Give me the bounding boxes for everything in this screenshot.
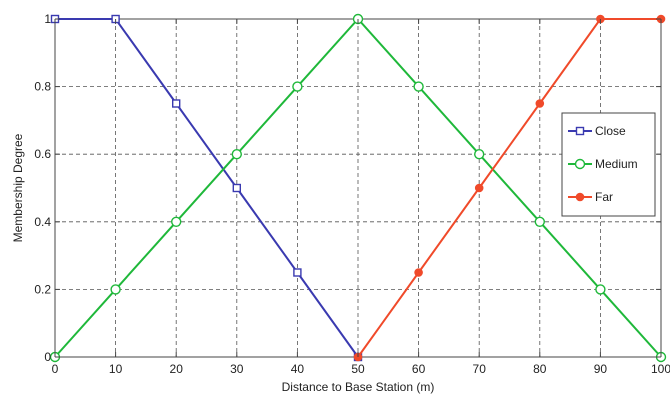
close-point xyxy=(171,99,181,108)
y-axis: 0 0.2 0.4 0.6 0.8 1 xyxy=(34,12,661,364)
x-tick-label: 40 xyxy=(291,362,305,376)
legend: Close Medium Far xyxy=(561,112,656,217)
x-tick-label: 30 xyxy=(230,362,244,376)
far-point xyxy=(414,268,423,277)
legend-item-medium: Medium xyxy=(568,157,638,171)
x-tick-label: 50 xyxy=(351,362,365,376)
medium-point xyxy=(170,216,182,228)
medium-point xyxy=(110,284,121,295)
medium-point xyxy=(413,81,424,92)
far-point xyxy=(535,99,545,108)
x-tick-label: 0 xyxy=(52,362,59,376)
legend-swatch-marker xyxy=(574,158,586,170)
y-tick-label: 0 xyxy=(44,350,51,364)
medium-point xyxy=(595,284,606,295)
legend-label: Close xyxy=(595,124,626,138)
x-tick-label: 80 xyxy=(533,362,547,376)
y-axis-label: Membership Degree xyxy=(11,133,25,242)
y-tick-label: 0.8 xyxy=(34,80,51,94)
medium-point xyxy=(534,216,545,228)
legend-label: Medium xyxy=(595,157,638,171)
legend-swatch-marker xyxy=(575,192,585,202)
x-tick-label: 20 xyxy=(170,362,184,376)
legend-item-close: Close xyxy=(568,124,626,138)
close-point xyxy=(293,268,302,277)
legend-label: Far xyxy=(595,190,613,204)
y-tick-label: 0.4 xyxy=(34,215,51,229)
y-tick-label: 1 xyxy=(44,12,51,26)
far-point xyxy=(474,183,484,193)
medium-point xyxy=(474,148,485,160)
x-tick-label: 60 xyxy=(412,362,426,376)
legend-swatch-marker xyxy=(575,126,585,136)
x-axis-label: Distance to Base Station (m) xyxy=(282,380,435,394)
medium-point xyxy=(231,148,243,160)
x-tick-label: 100 xyxy=(651,362,670,376)
x-tick-label: 70 xyxy=(473,362,487,376)
x-tick-label: 10 xyxy=(109,362,123,376)
legend-item-far: Far xyxy=(568,190,613,204)
close-point xyxy=(232,183,242,193)
x-tick-label: 90 xyxy=(594,362,608,376)
series-far xyxy=(353,14,666,362)
y-tick-label: 0.6 xyxy=(34,147,51,161)
close-line xyxy=(55,18,359,358)
far-line xyxy=(357,18,661,358)
y-tick-label: 0.2 xyxy=(34,282,51,296)
medium-point xyxy=(292,81,303,92)
x-axis: 0 10 20 30 40 50 60 70 80 90 100 xyxy=(52,19,670,376)
